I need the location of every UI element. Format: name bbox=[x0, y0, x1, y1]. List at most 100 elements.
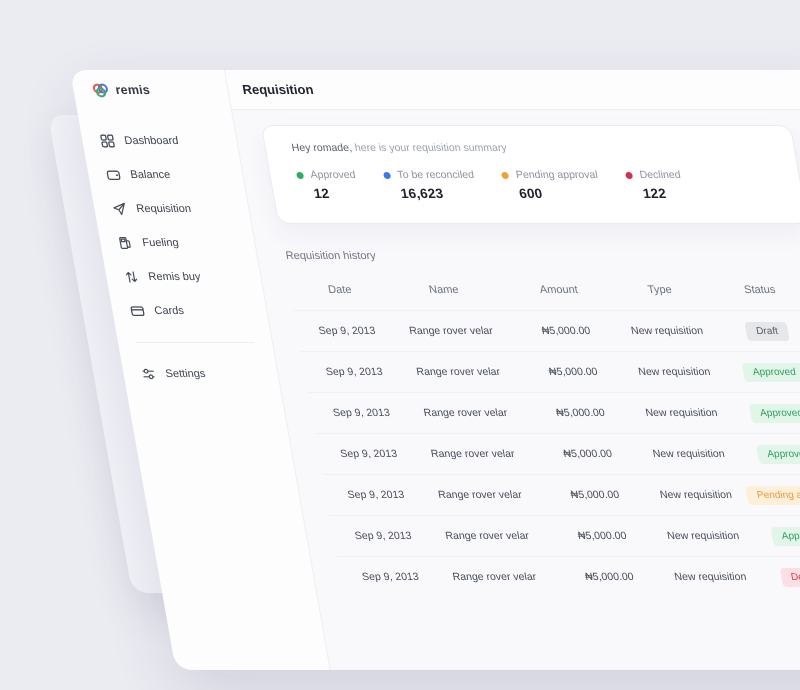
page-content: Hey romade,here is your requisition summ… bbox=[232, 110, 800, 597]
cell-type: New requisition bbox=[637, 366, 712, 378]
summary-stat: Approved 12 bbox=[295, 169, 360, 201]
sidebar-item-cards[interactable]: Cards bbox=[109, 294, 269, 328]
status-badge: Approved bbox=[770, 526, 800, 546]
cell-amount: ₦5,000.00 bbox=[576, 530, 628, 542]
sidebar-item-fueling[interactable]: Fueling bbox=[98, 226, 258, 260]
stat-label: To be reconciled bbox=[396, 169, 475, 181]
cell-status: Approved bbox=[749, 526, 800, 546]
requisition-summary-card: Hey romade,here is your requisition summ… bbox=[260, 125, 800, 224]
status-badge: Approved bbox=[755, 444, 800, 464]
cell-amount: ₦5,000.00 bbox=[540, 325, 592, 337]
page-title: Requisition bbox=[241, 82, 315, 97]
stat-value: 16,623 bbox=[399, 186, 445, 201]
cell-date: Sep 9, 2013 bbox=[353, 530, 413, 542]
table-row[interactable]: Sep 9, 2013 Range rover velar ₦5,000.00 … bbox=[329, 515, 800, 556]
stat-label: Declined bbox=[638, 169, 682, 181]
fuel-pump-icon bbox=[119, 237, 131, 250]
table-header-row: Date Name Amount Type Status bbox=[286, 270, 800, 310]
status-badge: Approved bbox=[748, 403, 800, 423]
greeting-username: Hey romade, bbox=[290, 142, 353, 154]
cell-amount: ₦5,000.00 bbox=[584, 571, 635, 583]
send-icon bbox=[113, 202, 125, 216]
sidebar-item-label: Dashboard bbox=[123, 135, 180, 147]
sidebar-item-requisition[interactable]: Requisition bbox=[92, 192, 252, 226]
cell-status: Pending approval bbox=[742, 485, 800, 505]
cell-status: Approved bbox=[728, 403, 800, 423]
cell-name: Range rover velar bbox=[437, 489, 523, 501]
stat-color-dot-icon bbox=[382, 171, 392, 179]
cell-type: New requisition bbox=[651, 448, 726, 460]
requisition-history-table: Date Name Amount Type Status S bbox=[286, 270, 800, 597]
status-badge: Approved bbox=[741, 362, 800, 382]
sidebar-item-remis-buy[interactable]: Remis buy bbox=[104, 260, 264, 294]
cell-date: Sep 9, 2013 bbox=[332, 407, 391, 419]
cell-date: Sep 9, 2013 bbox=[346, 489, 406, 501]
sidebar-item-balance[interactable]: Balance bbox=[86, 158, 246, 192]
table-column-header: Amount bbox=[538, 284, 579, 296]
cell-status: Approved bbox=[721, 362, 800, 382]
cell-date: Sep 9, 2013 bbox=[361, 571, 420, 583]
table-column-header: Name bbox=[428, 284, 460, 296]
credit-card-icon bbox=[130, 306, 145, 317]
cell-name: Range rover velar bbox=[415, 366, 502, 378]
table-row[interactable]: Sep 9, 2013 Range rover velar ₦5,000.00 … bbox=[300, 351, 800, 392]
cell-date: Sep 9, 2013 bbox=[339, 448, 399, 460]
stat-value: 12 bbox=[312, 186, 331, 201]
brand-logo: remis bbox=[71, 78, 229, 102]
sidebar-item-label: Requisition bbox=[135, 203, 192, 215]
cell-amount: ₦5,000.00 bbox=[562, 448, 614, 460]
summary-stat: To be reconciled 16,623 bbox=[382, 169, 478, 201]
table-column-header: Date bbox=[327, 284, 353, 296]
status-badge: Draft bbox=[744, 321, 790, 341]
table-row[interactable]: Sep 9, 2013 Range rover velar ₦5,000.00 … bbox=[322, 474, 800, 515]
table-row[interactable]: Sep 9, 2013 Range rover velar ₦5,000.00 … bbox=[336, 556, 800, 597]
sidebar-item-settings[interactable]: Settings bbox=[121, 357, 281, 391]
sidebar-item-label: Cards bbox=[153, 305, 185, 317]
stat-color-dot-icon bbox=[295, 171, 305, 179]
sidebar: remis Dashboard Balance bbox=[70, 70, 331, 670]
sidebar-item-label: Remis buy bbox=[147, 271, 202, 283]
dashboard-icon bbox=[100, 134, 115, 148]
table-column-header: Status bbox=[743, 284, 777, 296]
table-row[interactable]: Sep 9, 2013 Range rover velar ₦5,000.00 … bbox=[307, 392, 800, 433]
sidebar-item-dashboard[interactable]: Dashboard bbox=[80, 124, 240, 158]
cell-status: Approved bbox=[735, 444, 800, 464]
cell-type: New requisition bbox=[673, 571, 748, 583]
settings-sliders-icon bbox=[142, 368, 155, 380]
brand-logo-icon bbox=[92, 83, 108, 98]
summary-stat: Pending approval 600 bbox=[501, 169, 602, 201]
summary-stat: Declined 122 bbox=[625, 169, 686, 201]
stat-color-dot-icon bbox=[501, 171, 510, 179]
window-stage: remis Dashboard Balance bbox=[47, 70, 800, 690]
cell-amount: ₦5,000.00 bbox=[555, 407, 606, 419]
greeting-rest: here is your requisition summary bbox=[353, 142, 508, 154]
table-row[interactable]: Sep 9, 2013 Range rover velar ₦5,000.00 … bbox=[293, 310, 800, 351]
cell-name: Range rover velar bbox=[444, 530, 530, 542]
summary-stats: Approved 12 To be reconciled 16,623 bbox=[295, 169, 777, 201]
stat-label: Pending approval bbox=[514, 169, 599, 181]
wallet-icon bbox=[106, 170, 121, 181]
status-badge: Declined bbox=[779, 567, 800, 587]
cell-status: Declined bbox=[757, 567, 800, 587]
sidebar-item-label: Fueling bbox=[141, 237, 180, 249]
page-header: Requisition bbox=[225, 70, 800, 110]
table-column-header: Type bbox=[646, 284, 673, 296]
sidebar-nav: Dashboard Balance Requisition bbox=[80, 124, 270, 328]
sidebar-item-label: Settings bbox=[164, 368, 207, 380]
cell-type: New requisition bbox=[666, 530, 741, 542]
stat-value: 600 bbox=[517, 186, 544, 201]
brand-name: remis bbox=[114, 83, 152, 97]
cell-date: Sep 9, 2013 bbox=[317, 325, 377, 337]
cell-type: New requisition bbox=[630, 325, 704, 337]
stat-color-dot-icon bbox=[625, 171, 634, 179]
greeting-text: Hey romade,here is your requisition summ… bbox=[291, 142, 769, 154]
stat-value: 122 bbox=[641, 186, 668, 201]
app-window: remis Dashboard Balance bbox=[70, 70, 800, 670]
cell-type: New requisition bbox=[658, 489, 733, 501]
table-row[interactable]: Sep 9, 2013 Range rover velar ₦5,000.00 … bbox=[315, 433, 800, 474]
cell-name: Range rover velar bbox=[408, 325, 494, 337]
cell-type: New requisition bbox=[644, 407, 719, 419]
stat-label: Approved bbox=[309, 169, 357, 181]
cell-date: Sep 9, 2013 bbox=[324, 366, 384, 378]
swap-arrows-icon bbox=[125, 271, 138, 283]
